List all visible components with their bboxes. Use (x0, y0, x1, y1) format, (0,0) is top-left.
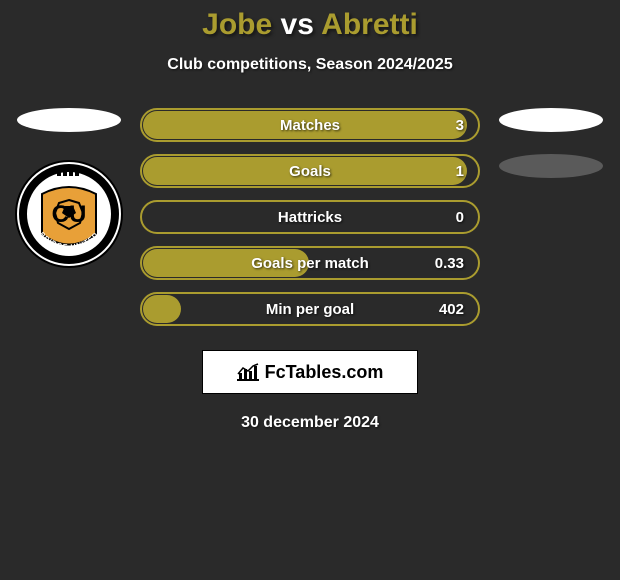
stat-value: 402 (439, 301, 464, 318)
stat-bar: Min per goal 402 (140, 292, 480, 326)
stat-label: Min per goal (266, 301, 354, 318)
stat-bar: Matches 3 (140, 108, 480, 142)
player2-marker-ellipse-1 (499, 108, 603, 132)
stat-label: Matches (280, 117, 340, 134)
stat-bar: Goals 1 (140, 154, 480, 188)
chart-icon (237, 363, 259, 381)
player1-name: Jobe (202, 8, 272, 41)
player1-marker-ellipse (17, 108, 121, 132)
stat-bar: Goals per match 0.33 (140, 246, 480, 280)
page-title: Jobe vs Abretti (0, 8, 620, 42)
site-brand-text: FcTables.com (265, 362, 384, 383)
main-layout: CU BRIDGE UNITED Matches 3 Goals 1 Hattricks… (0, 108, 620, 432)
stat-value: 3 (456, 117, 464, 134)
stat-fill (143, 295, 181, 323)
club-initials: CU (52, 201, 87, 228)
left-column: CU BRIDGE UNITED (8, 108, 128, 268)
subtitle: Club competitions, Season 2024/2025 (0, 56, 620, 74)
stat-label: Goals (289, 163, 331, 180)
right-column (492, 108, 612, 200)
site-brand-box: FcTables.com (202, 350, 418, 394)
stat-value: 1 (456, 163, 464, 180)
stat-value: 0.33 (435, 255, 464, 272)
club-badge: CU BRIDGE UNITED (15, 160, 123, 268)
stat-label: Goals per match (251, 255, 369, 272)
stats-column: Matches 3 Goals 1 Hattricks 0 Goals per match 0… (128, 108, 492, 432)
stat-label: Hattricks (278, 209, 342, 226)
date-text: 30 december 2024 (241, 414, 379, 432)
stat-bar: Hattricks 0 (140, 200, 480, 234)
root: Jobe vs Abretti Club competitions, Seaso… (0, 0, 620, 432)
player2-marker-ellipse-2 (499, 154, 603, 178)
player2-name: Abretti (321, 8, 418, 41)
vs-text: vs (281, 8, 314, 41)
stat-value: 0 (456, 209, 464, 226)
